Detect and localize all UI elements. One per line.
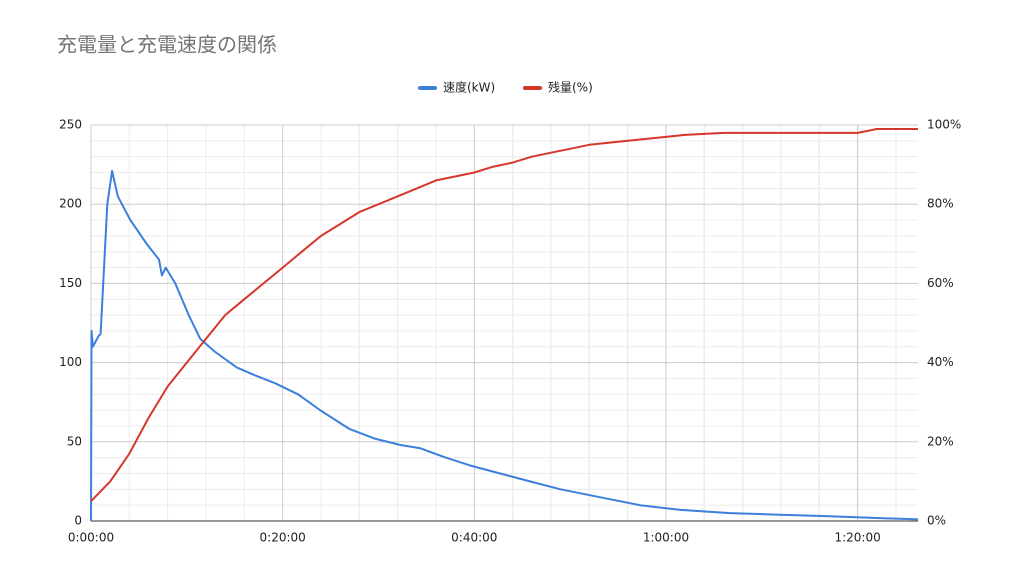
chart-title: 充電量と充電速度の関係 <box>57 33 277 57</box>
y2-tick-label: 80% <box>927 197 954 211</box>
y2-tick-label: 40% <box>927 355 954 369</box>
data-line <box>90 169 919 522</box>
y-tick-label: 250 <box>59 118 82 132</box>
y-tick-label: 150 <box>59 276 82 290</box>
x-tick-label: 1:00:00 <box>643 531 689 545</box>
x-tick-label: 0:40:00 <box>451 531 497 545</box>
y2-tick-label: 0% <box>927 514 946 528</box>
y2-tick-label: 20% <box>927 434 954 448</box>
legend-label: 残量(%) <box>548 81 593 95</box>
x-tick-label: 1:20:00 <box>834 531 880 545</box>
y2-tick-label: 100% <box>927 118 961 132</box>
x-tick-label: 0:00:00 <box>68 531 114 545</box>
y-tick-label: 50 <box>67 434 82 448</box>
x-tick-label: 0:20:00 <box>260 531 306 545</box>
data-line <box>90 128 918 502</box>
y2-tick-label: 60% <box>927 276 954 290</box>
y-tick-label: 200 <box>59 197 82 211</box>
y-tick-label: 100 <box>59 355 82 369</box>
y-tick-label: 0 <box>74 514 82 528</box>
legend-label: 速度(kW) <box>443 80 495 95</box>
